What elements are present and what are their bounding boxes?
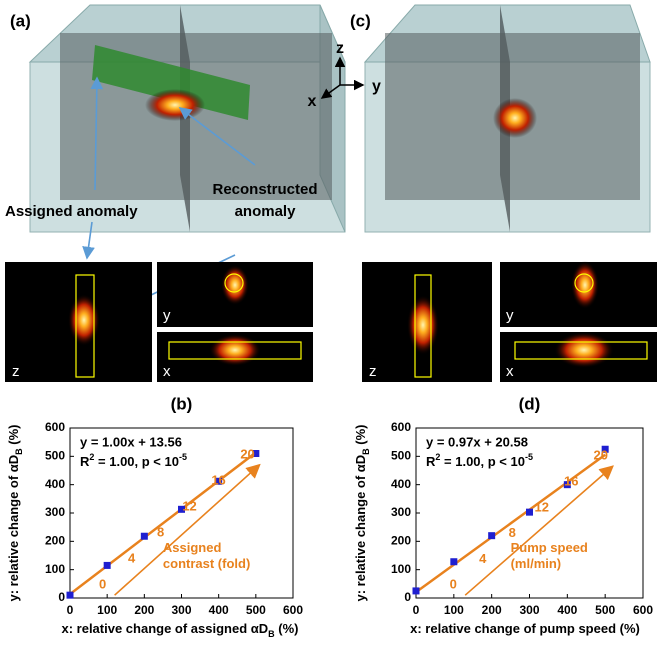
render-c: [365, 5, 650, 232]
slice-label: z: [12, 363, 20, 380]
x-tick-label: 500: [595, 603, 615, 617]
data-point: [450, 558, 457, 565]
y-tick-label: 300: [391, 505, 411, 519]
stats-part: -5: [179, 452, 187, 462]
axis-y-label: y: [372, 78, 381, 95]
equation: y = 1.00x + 13.56: [80, 434, 182, 449]
arrow-text: Pump speed: [511, 540, 588, 555]
x-tick-label: 600: [633, 603, 653, 617]
stats: R2 = 1.00, p < 10-5: [80, 452, 187, 469]
annotation: anomaly: [235, 203, 297, 220]
stats: R2 = 1.00, p < 10-5: [426, 452, 533, 469]
y-tick-label: 100: [391, 562, 411, 576]
equation: y = 0.97x + 20.58: [426, 434, 528, 449]
annotation-arrow: [115, 465, 260, 595]
x-tick-label: 0: [67, 603, 74, 617]
arrow-label: 0: [99, 577, 106, 592]
slice-label: z: [369, 363, 377, 380]
arrow-text: contrast (fold): [163, 556, 250, 571]
x-axis-label: x: relative change of pump speed (%): [410, 621, 640, 636]
figure: z y x (a) (c) Assigned anomaly Reconstru…: [0, 0, 657, 640]
arrow-label: 12: [534, 499, 548, 514]
y-tick-label: 100: [45, 562, 65, 576]
y-tick-label: 0: [404, 590, 411, 604]
arrow-label: 20: [593, 448, 607, 463]
chart-title: (b): [171, 394, 193, 413]
arrow-label: 12: [182, 498, 196, 513]
arrow-label: 16: [564, 473, 578, 488]
x-tick-label: 400: [209, 603, 229, 617]
slices-a: [5, 262, 313, 382]
x-tick-label: 300: [519, 603, 539, 617]
x-axis-label: x: relative change of assigned αDB (%): [61, 621, 298, 639]
y_label-part: (%): [6, 424, 21, 448]
arrow-text: (ml/min): [511, 556, 562, 571]
y-tick-label: 300: [45, 505, 65, 519]
annotation: Reconstructed: [212, 181, 317, 198]
panel-label: (a): [10, 11, 31, 30]
y-axis-label: y: relative change of αDB (%): [6, 424, 24, 601]
y_label-part: y: relative change of αD: [353, 455, 368, 602]
x_label-part: x: relative change of pump speed (%): [410, 621, 640, 636]
chart-title: (d): [519, 394, 541, 413]
stats-part: -5: [525, 452, 533, 462]
x-tick-label: 0: [413, 603, 420, 617]
x-tick-label: 300: [171, 603, 191, 617]
annotation: Assigned anomaly: [5, 203, 138, 220]
x-tick-label: 200: [482, 603, 502, 617]
arrow-text: Assigned: [163, 540, 222, 555]
x-tick-label: 200: [134, 603, 154, 617]
x-tick-label: 100: [97, 603, 117, 617]
x_label-part: (%): [275, 621, 299, 636]
axis-z-label: z: [336, 40, 344, 57]
y_label-part: y: relative change of αD: [6, 455, 21, 602]
data-point: [104, 562, 111, 569]
x_label-part: x: relative change of assigned αD: [61, 621, 268, 636]
y-tick-label: 200: [45, 534, 65, 548]
axis-x-label: x: [308, 93, 317, 110]
arrow-label: 4: [128, 551, 136, 566]
data-point: [67, 592, 74, 599]
fit-line: [70, 452, 256, 594]
data-point: [488, 532, 495, 539]
arrow-label: 16: [211, 472, 225, 487]
arrow-label: 8: [157, 524, 164, 539]
x-tick-label: 400: [557, 603, 577, 617]
y-tick-label: 0: [58, 590, 65, 604]
arrow-label: 20: [240, 446, 254, 461]
annotation-arrow: [465, 466, 613, 595]
data-point: [526, 509, 533, 516]
y-tick-label: 500: [391, 449, 411, 463]
x-tick-label: 600: [283, 603, 303, 617]
y-tick-label: 600: [45, 420, 65, 434]
data-point: [141, 533, 148, 540]
x-tick-label: 500: [246, 603, 266, 617]
y-axis-label: y: relative change of αDB (%): [353, 424, 371, 601]
slice-label: x: [506, 363, 514, 380]
stats-part: = 1.00, p < 10: [94, 454, 179, 469]
arrow-label: 0: [450, 577, 457, 592]
y-tick-label: 600: [391, 420, 411, 434]
slice-label: x: [163, 363, 171, 380]
arrow-label: 8: [509, 525, 516, 540]
slice-label: y: [506, 307, 514, 324]
panel-label: (c): [350, 11, 371, 30]
y-tick-label: 400: [391, 477, 411, 491]
arrow-label: 4: [479, 551, 487, 566]
y-tick-label: 200: [391, 534, 411, 548]
y_label-part: (%): [353, 424, 368, 448]
y-tick-label: 500: [45, 449, 65, 463]
data-point: [413, 587, 420, 594]
stats-part: = 1.00, p < 10: [440, 454, 525, 469]
x-tick-label: 100: [444, 603, 464, 617]
y-tick-label: 400: [45, 477, 65, 491]
slice-label: y: [163, 307, 171, 324]
